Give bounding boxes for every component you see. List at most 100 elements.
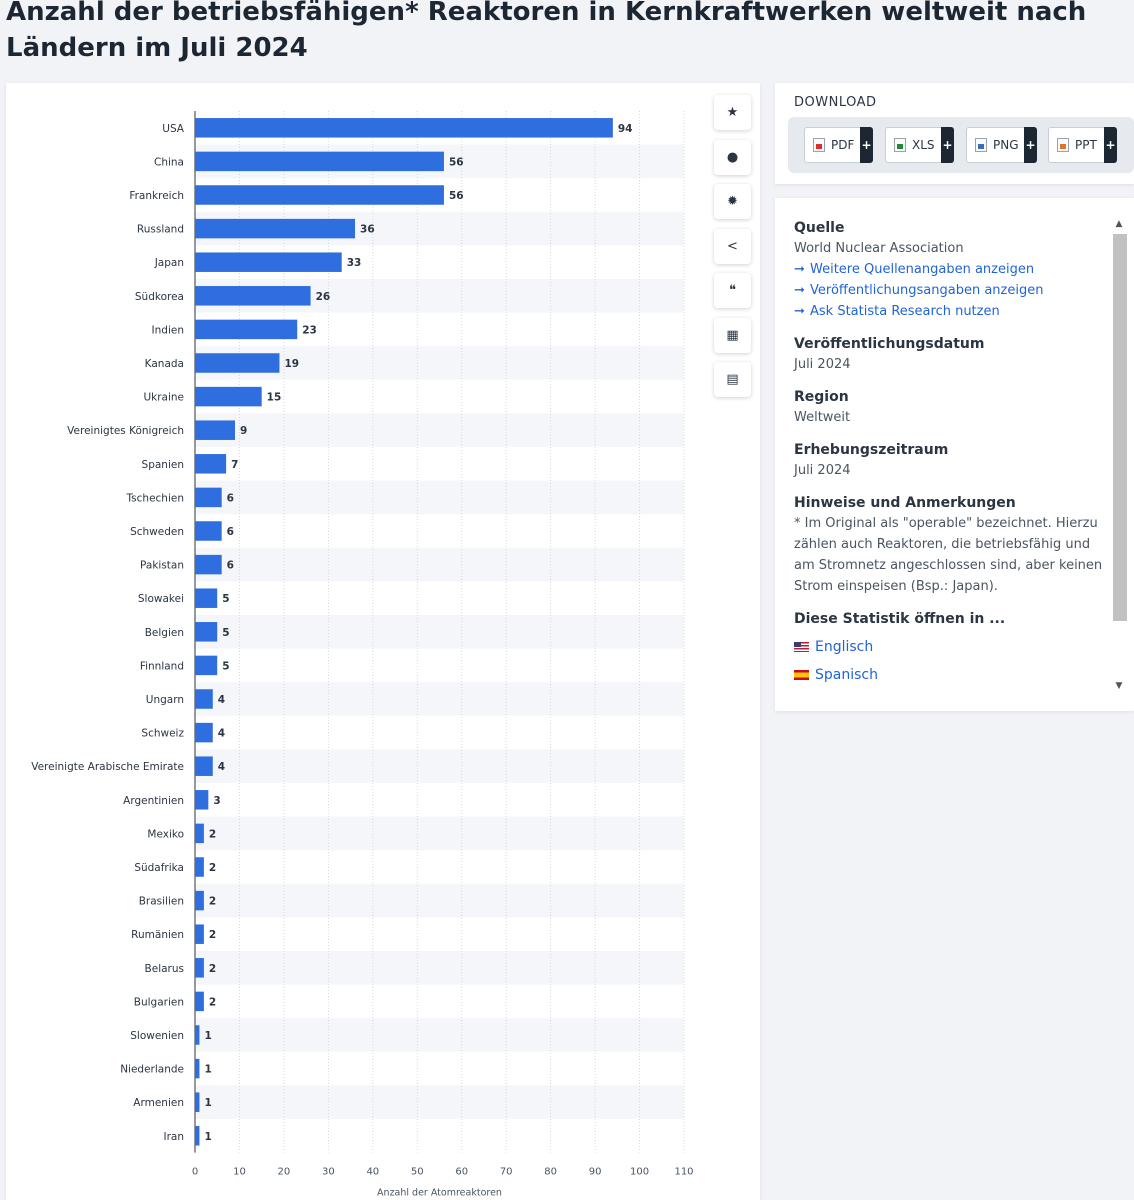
bell-icon[interactable]: ● [714, 139, 751, 175]
chart-card: 0 10 20 30 40 50 60 70 80 90 100 110 USA 94 China 56 Fra… [6, 83, 760, 1200]
x-tick-label: 40 [366, 1167, 379, 1178]
bar-russland[interactable] [195, 218, 356, 239]
category-label: Südafrika [134, 862, 184, 874]
info-panel: Quelle World Nuclear Association ➞ Weiter… [775, 198, 1134, 711]
value-label: 26 [316, 291, 331, 303]
value-label: 6 [227, 560, 234, 572]
bar-indien[interactable] [195, 319, 298, 340]
bar-spanien[interactable] [195, 454, 227, 474]
value-label: 2 [209, 963, 216, 975]
bar-belarus[interactable] [195, 958, 204, 978]
bar-slowakei[interactable] [195, 588, 218, 608]
page-title: Anzahl der betriebsfähigen* Reaktoren in… [6, 0, 1087, 63]
star-icon[interactable]: ★ [714, 95, 751, 130]
print-icon[interactable]: ▤ [714, 362, 751, 397]
link-more-sources[interactable]: ➞ Weitere Quellenangaben anzeigen [794, 259, 1104, 280]
link-ask-research-label: Ask Statista Research nutzen [810, 304, 1000, 319]
gear-icon[interactable]: ✹ [714, 184, 751, 219]
row-band [195, 547, 684, 582]
link-ask-research[interactable]: ➞ Ask Statista Research nutzen [794, 301, 1104, 322]
bar-japan[interactable] [195, 252, 342, 272]
open-english-link[interactable]: Englisch [794, 633, 1104, 661]
quote-icon[interactable]: ❝ [714, 273, 751, 308]
row-band [195, 615, 684, 649]
bar-mexiko[interactable] [195, 823, 204, 844]
download-pdf-label: PDF [831, 138, 855, 152]
bar-niederlande[interactable] [195, 1058, 200, 1079]
info-scrollbar[interactable]: ▲ ▼ [1112, 218, 1127, 692]
notes-heading: Hinweise und Anmerkungen [794, 495, 1016, 511]
bar-frankreich[interactable] [195, 185, 444, 205]
bar-südkorea[interactable] [195, 286, 311, 306]
download-xls-plus[interactable]: + [941, 127, 954, 163]
bar-armenien[interactable] [195, 1092, 200, 1112]
bar-brasilien[interactable] [195, 890, 204, 911]
row-band [195, 682, 684, 716]
download-png-plus[interactable]: + [1024, 127, 1037, 163]
value-label: 5 [222, 660, 229, 672]
x-axis-title: Anzahl der Atomreaktoren [377, 1188, 502, 1199]
bar-finnland[interactable] [195, 655, 218, 676]
flag-es-icon [794, 670, 809, 680]
x-tick-label: 30 [322, 1167, 335, 1178]
bar-iran[interactable] [195, 1126, 200, 1146]
category-label: Vereinigtes Königreich [67, 425, 184, 437]
value-label: 5 [222, 593, 229, 605]
category-label: Russland [137, 224, 184, 236]
link-more-sources-label: Weitere Quellenangaben anzeigen [810, 262, 1035, 277]
value-label: 4 [218, 728, 225, 740]
value-label: 5 [222, 627, 229, 639]
bar-usa[interactable] [195, 118, 613, 138]
share-icon[interactable]: < [714, 228, 751, 264]
link-publication-info[interactable]: ➞ Veröffentlichungsangaben anzeigen [794, 280, 1104, 301]
value-label: 9 [240, 425, 247, 437]
bar-china[interactable] [195, 151, 444, 172]
category-label: Schweden [130, 526, 184, 538]
category-label: Kanada [145, 358, 184, 370]
bar-kanada[interactable] [195, 353, 280, 373]
row-band [195, 749, 684, 783]
bar-argentinien[interactable] [195, 790, 209, 810]
row-band [195, 883, 684, 918]
download-title: DOWNLOAD [794, 95, 877, 110]
bar-belgien[interactable] [195, 622, 218, 642]
download-pdf-plus[interactable]: + [860, 127, 873, 163]
category-label: Bulgarien [134, 996, 184, 1008]
scroll-thumb[interactable] [1113, 234, 1127, 621]
value-label: 36 [360, 224, 375, 236]
arrow-right-icon: ➞ [794, 304, 805, 319]
bar-slowenien[interactable] [195, 1025, 200, 1045]
source-heading: Quelle [794, 220, 845, 236]
category-label: Slowenien [130, 1030, 184, 1042]
download-pdf-button[interactable]: PDF + [804, 127, 873, 163]
scroll-up-icon[interactable]: ▲ [1115, 219, 1123, 229]
value-label: 7 [231, 459, 238, 471]
value-label: 6 [227, 492, 234, 504]
bar-rumänien[interactable] [195, 924, 204, 944]
download-xls-button[interactable]: XLS + [885, 127, 954, 163]
bar-ukraine[interactable] [195, 386, 262, 407]
category-label: Indien [152, 324, 184, 336]
bar-tschechien[interactable] [195, 487, 222, 508]
download-ppt-plus[interactable]: + [1104, 127, 1117, 163]
bar-schweiz[interactable] [195, 722, 213, 743]
bar-vereinigtes-königreich[interactable] [195, 420, 236, 440]
category-label: Vereinigte Arabische Emirate [31, 761, 184, 773]
download-png-button[interactable]: PNG + [966, 127, 1037, 163]
category-label: Ukraine [143, 392, 184, 404]
bar-pakistan[interactable] [195, 554, 222, 575]
bar-schweden[interactable] [195, 521, 222, 541]
ppt-file-icon [1057, 138, 1069, 152]
value-label: 2 [209, 862, 216, 874]
bar-vereinigte-arabische-emirate[interactable] [195, 756, 213, 776]
open-spanish-link[interactable]: Spanisch [794, 661, 1104, 689]
bar-südafrika[interactable] [195, 857, 204, 877]
row-band [195, 951, 684, 985]
bar-ungarn[interactable] [195, 689, 213, 709]
download-ppt-button[interactable]: PPT + [1048, 127, 1117, 163]
notes-text: * Im Original als "operable" bezeichnet.… [794, 516, 1103, 594]
scroll-down-icon[interactable]: ▼ [1115, 681, 1123, 691]
xls-file-icon [894, 138, 906, 152]
flag-us-icon[interactable]: ▦ [714, 317, 751, 353]
bar-bulgarien[interactable] [195, 991, 204, 1012]
